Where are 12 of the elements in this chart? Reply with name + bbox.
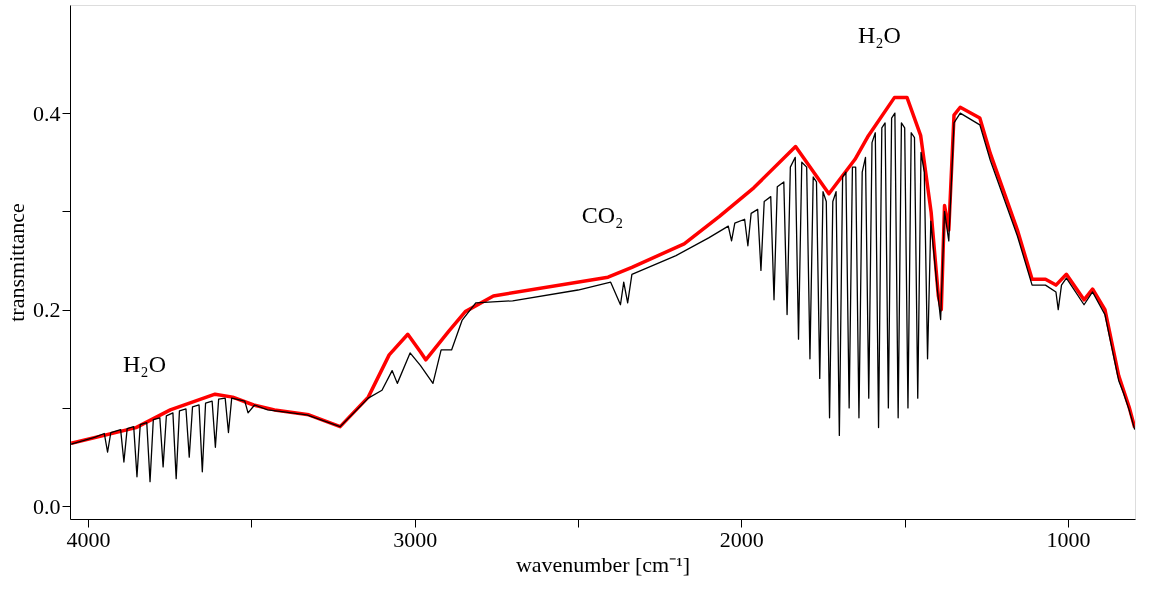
x-tick-label: 3000 (393, 526, 438, 552)
x-tick-label: 2000 (719, 526, 764, 552)
x-axis-title: wavenumber [cm⁻¹] (515, 551, 691, 577)
annotation: H₂O (123, 350, 167, 377)
y-tick-label: 0.0 (33, 493, 61, 519)
annotation: CO₂ (581, 201, 624, 228)
x-tick-label: 4000 (66, 526, 111, 552)
x-tick-label: 1000 (1046, 526, 1091, 552)
annotation: H₂O (857, 21, 901, 48)
y-tick-label: 0.2 (33, 297, 61, 323)
y-tick-label: 0.4 (33, 100, 61, 126)
y-axis-title: transmittance (4, 203, 29, 322)
